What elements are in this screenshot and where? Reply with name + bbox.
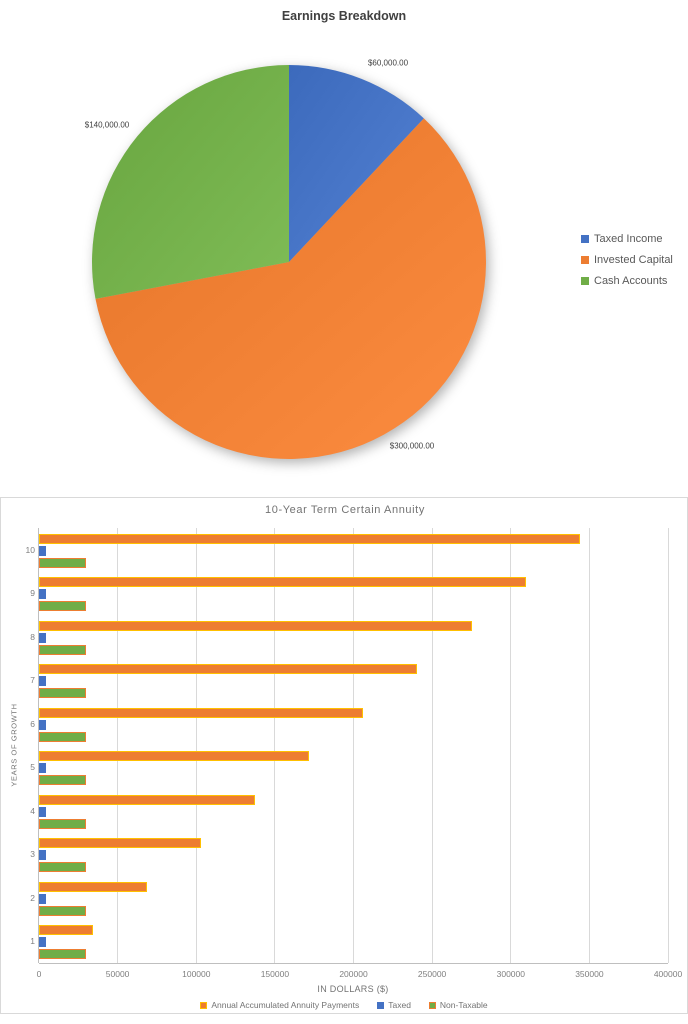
bar-non-taxable-year-4 <box>39 818 87 829</box>
legend-swatch-icon <box>581 256 589 264</box>
bar-taxed-year-10 <box>39 545 46 556</box>
y-category-label-10: 10 <box>25 544 35 555</box>
bar-annual-accumulated-annuity-payments-year-4 <box>39 794 256 805</box>
x-axis-title: IN DOLLARS ($) <box>317 984 389 994</box>
x-gridline <box>667 528 669 963</box>
y-axis-title: YEARS OF GROWTH <box>9 703 19 787</box>
bar-annual-accumulated-annuity-payments-year-2 <box>39 881 148 892</box>
pie-data-label-taxed-income: $60,000.00 <box>367 58 409 68</box>
x-tick-label-400000: 400000 <box>653 969 683 979</box>
x-tick-label-250000: 250000 <box>417 969 447 979</box>
bar-taxed-year-9 <box>39 589 46 600</box>
pie-slice-invested-capital <box>95 118 487 459</box>
y-category-label-2: 2 <box>30 892 35 903</box>
pie-legend-label: Invested Capital <box>594 254 673 266</box>
bar-taxed-year-5 <box>39 763 46 774</box>
bar-non-taxable-year-1 <box>39 949 87 960</box>
pie-chart-earnings-breakdown[interactable]: Earnings Breakdown $60,000.00 $300,000.00… <box>0 0 688 497</box>
bar-annual-accumulated-annuity-payments-year-7 <box>39 664 418 674</box>
x-tick-label-150000: 150000 <box>260 969 290 979</box>
pie-slices-group <box>92 65 487 459</box>
y-category-label-8: 8 <box>30 631 35 642</box>
bar-taxed-year-6 <box>39 719 46 730</box>
bar-legend-item-taxed: Taxed <box>377 1000 411 1010</box>
pie-data-label-invested-capital: $300,000.00 <box>389 441 435 451</box>
pie-legend-item-cash-accounts: Cash Accounts <box>581 275 673 287</box>
pie-plot-area <box>92 65 487 459</box>
x-axis-line <box>39 963 668 964</box>
x-gridline <box>195 528 197 963</box>
pie-slice-taxed-income <box>289 65 424 262</box>
y-category-label-6: 6 <box>30 718 35 729</box>
x-gridline <box>431 528 433 963</box>
bar-non-taxable-year-7 <box>39 688 87 699</box>
bar-non-taxable-year-3 <box>39 862 87 873</box>
bar-legend: Annual Accumulated Annuity Payments Taxed… <box>1 1000 687 1010</box>
legend-swatch-icon <box>377 1001 385 1009</box>
legend-swatch-icon <box>581 277 589 285</box>
pie-legend-item-taxed-income: Taxed Income <box>581 233 673 245</box>
x-tick-label-50000: 50000 <box>105 969 130 979</box>
y-category-label-3: 3 <box>30 849 35 860</box>
legend-swatch-icon <box>200 1001 208 1009</box>
bar-annual-accumulated-annuity-payments-year-8 <box>39 620 472 631</box>
x-tick-label-350000: 350000 <box>575 969 604 979</box>
x-tick-label-300000: 300000 <box>496 969 525 979</box>
x-tick-label-200000: 200000 <box>339 969 368 979</box>
bar-legend-item-annual-accumulated-annuity-payments: Annual Accumulated Annuity Payments <box>200 1000 359 1010</box>
y-category-label-4: 4 <box>30 805 35 816</box>
bar-annual-accumulated-annuity-payments-year-1 <box>39 925 94 935</box>
bar-annual-accumulated-annuity-payments-year-5 <box>39 751 310 761</box>
bar-legend-item-non-taxable: Non-Taxable <box>428 1000 488 1010</box>
bar-chart-title: 10-Year Term Certain Annuity <box>265 504 425 516</box>
legend-swatch-icon <box>581 235 589 243</box>
bar-taxed-year-7 <box>39 676 46 687</box>
bar-taxed-year-1 <box>39 937 46 948</box>
bar-annual-accumulated-annuity-payments-year-10 <box>39 533 580 544</box>
x-gridline <box>353 528 354 963</box>
pie-legend: Taxed Income Invested Capital Cash Account… <box>581 233 673 287</box>
x-gridline <box>510 528 512 963</box>
bar-taxed-year-8 <box>39 632 46 643</box>
bar-non-taxable-year-9 <box>39 601 87 612</box>
bar-non-taxable-year-10 <box>39 557 87 568</box>
pie-chart-title: Earnings Breakdown <box>281 9 407 23</box>
bar-non-taxable-year-5 <box>39 775 87 786</box>
bar-taxed-year-3 <box>39 850 46 861</box>
legend-swatch-icon <box>428 1001 436 1009</box>
x-gridline <box>274 528 276 963</box>
bar-non-taxable-year-2 <box>39 905 87 916</box>
y-category-label-5: 5 <box>30 762 35 773</box>
y-category-label-9: 9 <box>30 588 35 599</box>
bar-taxed-year-2 <box>39 893 46 904</box>
pie-legend-item-invested-capital: Invested Capital <box>581 254 673 266</box>
pie-slice-cash-accounts <box>92 65 290 299</box>
x-gridline <box>117 528 119 963</box>
bar-taxed-year-4 <box>39 806 46 817</box>
y-category-label-1: 1 <box>30 936 35 947</box>
bar-annual-accumulated-annuity-payments-year-6 <box>39 707 364 718</box>
bar-annual-accumulated-annuity-payments-year-3 <box>39 838 202 848</box>
bar-annual-accumulated-annuity-payments-year-9 <box>39 577 526 587</box>
x-tick-label-0: 0 <box>36 969 42 979</box>
bar-non-taxable-year-8 <box>39 644 87 655</box>
bar-legend-label: Annual Accumulated Annuity Payments <box>211 1000 360 1010</box>
pie-legend-label: Cash Accounts <box>594 275 668 287</box>
y-category-label-7: 7 <box>30 675 35 686</box>
x-gridline <box>588 528 590 963</box>
pie-data-label-cash-accounts: $140,000.00 <box>84 120 130 130</box>
bar-plot-area: 10 9 8 7 6 5 4 3 2 1 0 50000 100000 150000 200000 25000… <box>26 528 682 979</box>
bar-non-taxable-year-6 <box>39 731 87 742</box>
x-tick-label-100000: 100000 <box>182 969 211 979</box>
y-axis-line <box>38 528 39 963</box>
bar-chart-annuity[interactable]: 10-Year Term Certain Annuity 10 9 8 7 6 5 4 3 2 1… <box>0 497 688 1014</box>
bar-legend-label: Taxed <box>388 1000 411 1010</box>
pie-legend-label: Taxed Income <box>594 233 663 245</box>
bar-legend-label: Non-Taxable <box>439 1000 488 1010</box>
